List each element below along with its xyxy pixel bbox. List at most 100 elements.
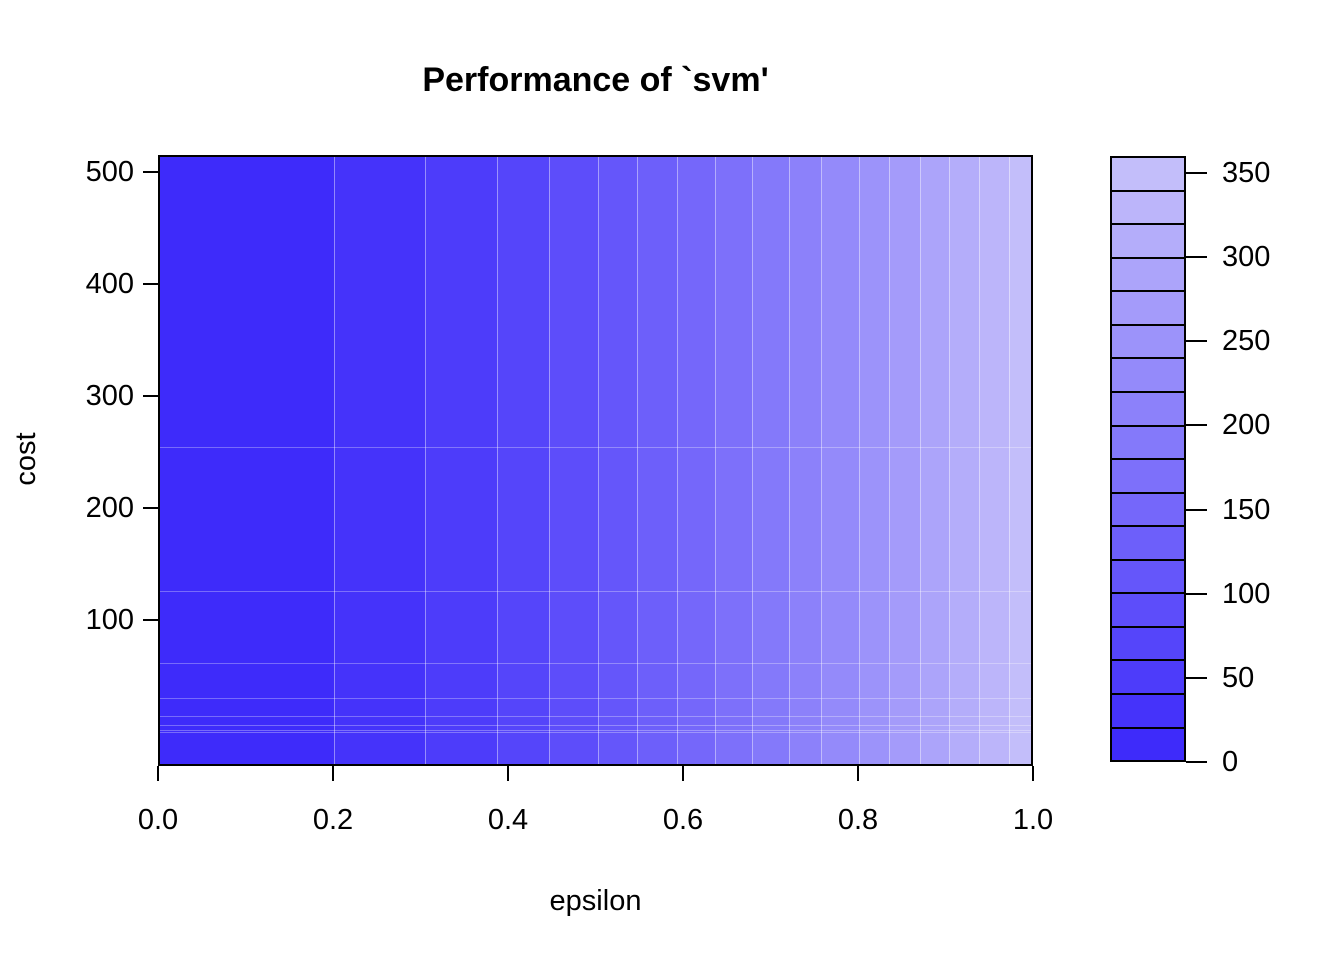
- x-axis-tick-label: 0.2: [312, 804, 354, 836]
- heatmap-band: [714, 157, 753, 764]
- heatmap-band: [549, 157, 599, 764]
- x-axis-tick: [682, 766, 684, 781]
- color-key-tick-label: 50: [1222, 661, 1255, 694]
- y-axis-tick: [143, 170, 158, 173]
- color-key-tick: [1186, 592, 1207, 595]
- heatmap-band: [979, 157, 1010, 764]
- color-key-tick: [1186, 676, 1207, 679]
- heatmap-band: [636, 157, 678, 764]
- color-key-tick-label: 100: [1222, 577, 1271, 610]
- cost-gridline: [160, 662, 1031, 664]
- x-axis-tick-label: 0.0: [137, 804, 179, 836]
- color-key-tick-label: 300: [1222, 241, 1271, 273]
- y-axis-tick: [143, 282, 158, 285]
- cost-gridline: [160, 590, 1031, 592]
- color-key-block: [1112, 359, 1184, 393]
- heatmap-band: [334, 157, 426, 764]
- y-axis-tick-label: 100: [85, 604, 134, 637]
- color-key-block: [1112, 258, 1184, 293]
- color-key-tick-label: 250: [1222, 325, 1271, 358]
- heatmap-band: [425, 157, 498, 764]
- x-axis-tick: [332, 766, 334, 781]
- contour-boundary-line: [820, 157, 822, 764]
- cost-gridline: [160, 725, 1031, 727]
- color-key-tick-label: 200: [1222, 409, 1271, 442]
- color-key-block: [1112, 158, 1184, 192]
- color-key-tick: [1186, 171, 1207, 174]
- color-key-block: [1112, 292, 1184, 326]
- x-axis-tick: [507, 766, 509, 781]
- y-axis-title: cost: [10, 432, 42, 486]
- color-key-block: [1112, 225, 1184, 259]
- color-key-block: [1112, 728, 1184, 761]
- color-key-tick-label: 150: [1222, 493, 1271, 526]
- y-axis-tick-label: 500: [85, 155, 134, 188]
- cost-gridline: [160, 716, 1031, 718]
- contour-boundary-line: [677, 157, 679, 764]
- heatmap-band: [789, 157, 822, 764]
- x-axis-tick-label: 0.6: [662, 804, 704, 836]
- contour-boundary-line: [979, 157, 980, 764]
- x-axis-title: epsilon: [549, 885, 642, 917]
- heatmap-band: [752, 157, 790, 764]
- contour-boundary-line: [549, 157, 551, 764]
- color-key-block: [1112, 191, 1184, 226]
- color-key-tick-label: 350: [1222, 156, 1271, 189]
- heatmap-band: [496, 157, 550, 764]
- contour-boundary-line: [636, 157, 638, 764]
- heatmap-band: [820, 157, 860, 764]
- color-key-tick: [1186, 424, 1207, 427]
- y-axis-tick-label: 400: [85, 267, 134, 300]
- contour-boundary-line: [334, 157, 336, 764]
- heatmap-band: [919, 157, 950, 764]
- cost-gridline: [160, 732, 1031, 734]
- x-axis-tick: [857, 766, 859, 781]
- contour-boundary-line: [888, 157, 890, 764]
- color-key-tick: [1186, 340, 1207, 343]
- contour-boundary-line: [425, 157, 427, 764]
- color-key-tick-label: 0: [1222, 746, 1239, 778]
- color-key-block: [1112, 325, 1184, 360]
- heatmap-band: [1008, 157, 1031, 764]
- y-axis-tick: [143, 619, 158, 622]
- color-key-block: [1112, 527, 1184, 561]
- x-axis-tick-label: 0.4: [487, 804, 529, 836]
- color-key: [1110, 156, 1186, 762]
- heatmap-band: [677, 157, 716, 764]
- contour-boundary-line: [597, 157, 599, 764]
- heatmap-band: [160, 157, 335, 764]
- color-key-block: [1112, 460, 1184, 494]
- x-axis-tick: [1032, 766, 1034, 781]
- y-axis-tick: [143, 395, 158, 398]
- heatmap-band: [859, 157, 890, 764]
- heatmap-band: [597, 157, 638, 764]
- x-axis-tick: [157, 766, 159, 781]
- x-axis-tick-label: 0.8: [837, 804, 879, 836]
- y-axis-tick-label: 300: [85, 380, 134, 413]
- color-key-block: [1112, 695, 1184, 729]
- contour-boundary-line: [714, 157, 716, 764]
- contour-boundary-line: [859, 157, 861, 764]
- color-key-block: [1112, 560, 1184, 595]
- x-axis-tick-label: 1.0: [1012, 804, 1054, 836]
- cost-gridline: [160, 729, 1031, 731]
- chart-title: Performance of `svm': [422, 61, 769, 99]
- contour-boundary-line: [752, 157, 754, 764]
- contour-boundary-line: [949, 157, 951, 764]
- color-key-block: [1112, 493, 1184, 528]
- heatmap-plot-area: [158, 155, 1033, 766]
- contour-boundary-line: [1008, 157, 1010, 764]
- color-key-block: [1112, 392, 1184, 427]
- color-key-block: [1112, 594, 1184, 628]
- color-key-block: [1112, 426, 1184, 461]
- cost-gridline: [160, 698, 1031, 700]
- color-key-tick: [1186, 761, 1207, 763]
- y-axis-tick-label: 200: [85, 492, 134, 525]
- contour-boundary-line: [919, 157, 921, 764]
- contour-boundary-line: [789, 157, 791, 764]
- color-key-block: [1112, 661, 1184, 695]
- cost-gridline: [160, 447, 1031, 449]
- color-key-block: [1112, 627, 1184, 662]
- y-axis-tick: [143, 507, 158, 510]
